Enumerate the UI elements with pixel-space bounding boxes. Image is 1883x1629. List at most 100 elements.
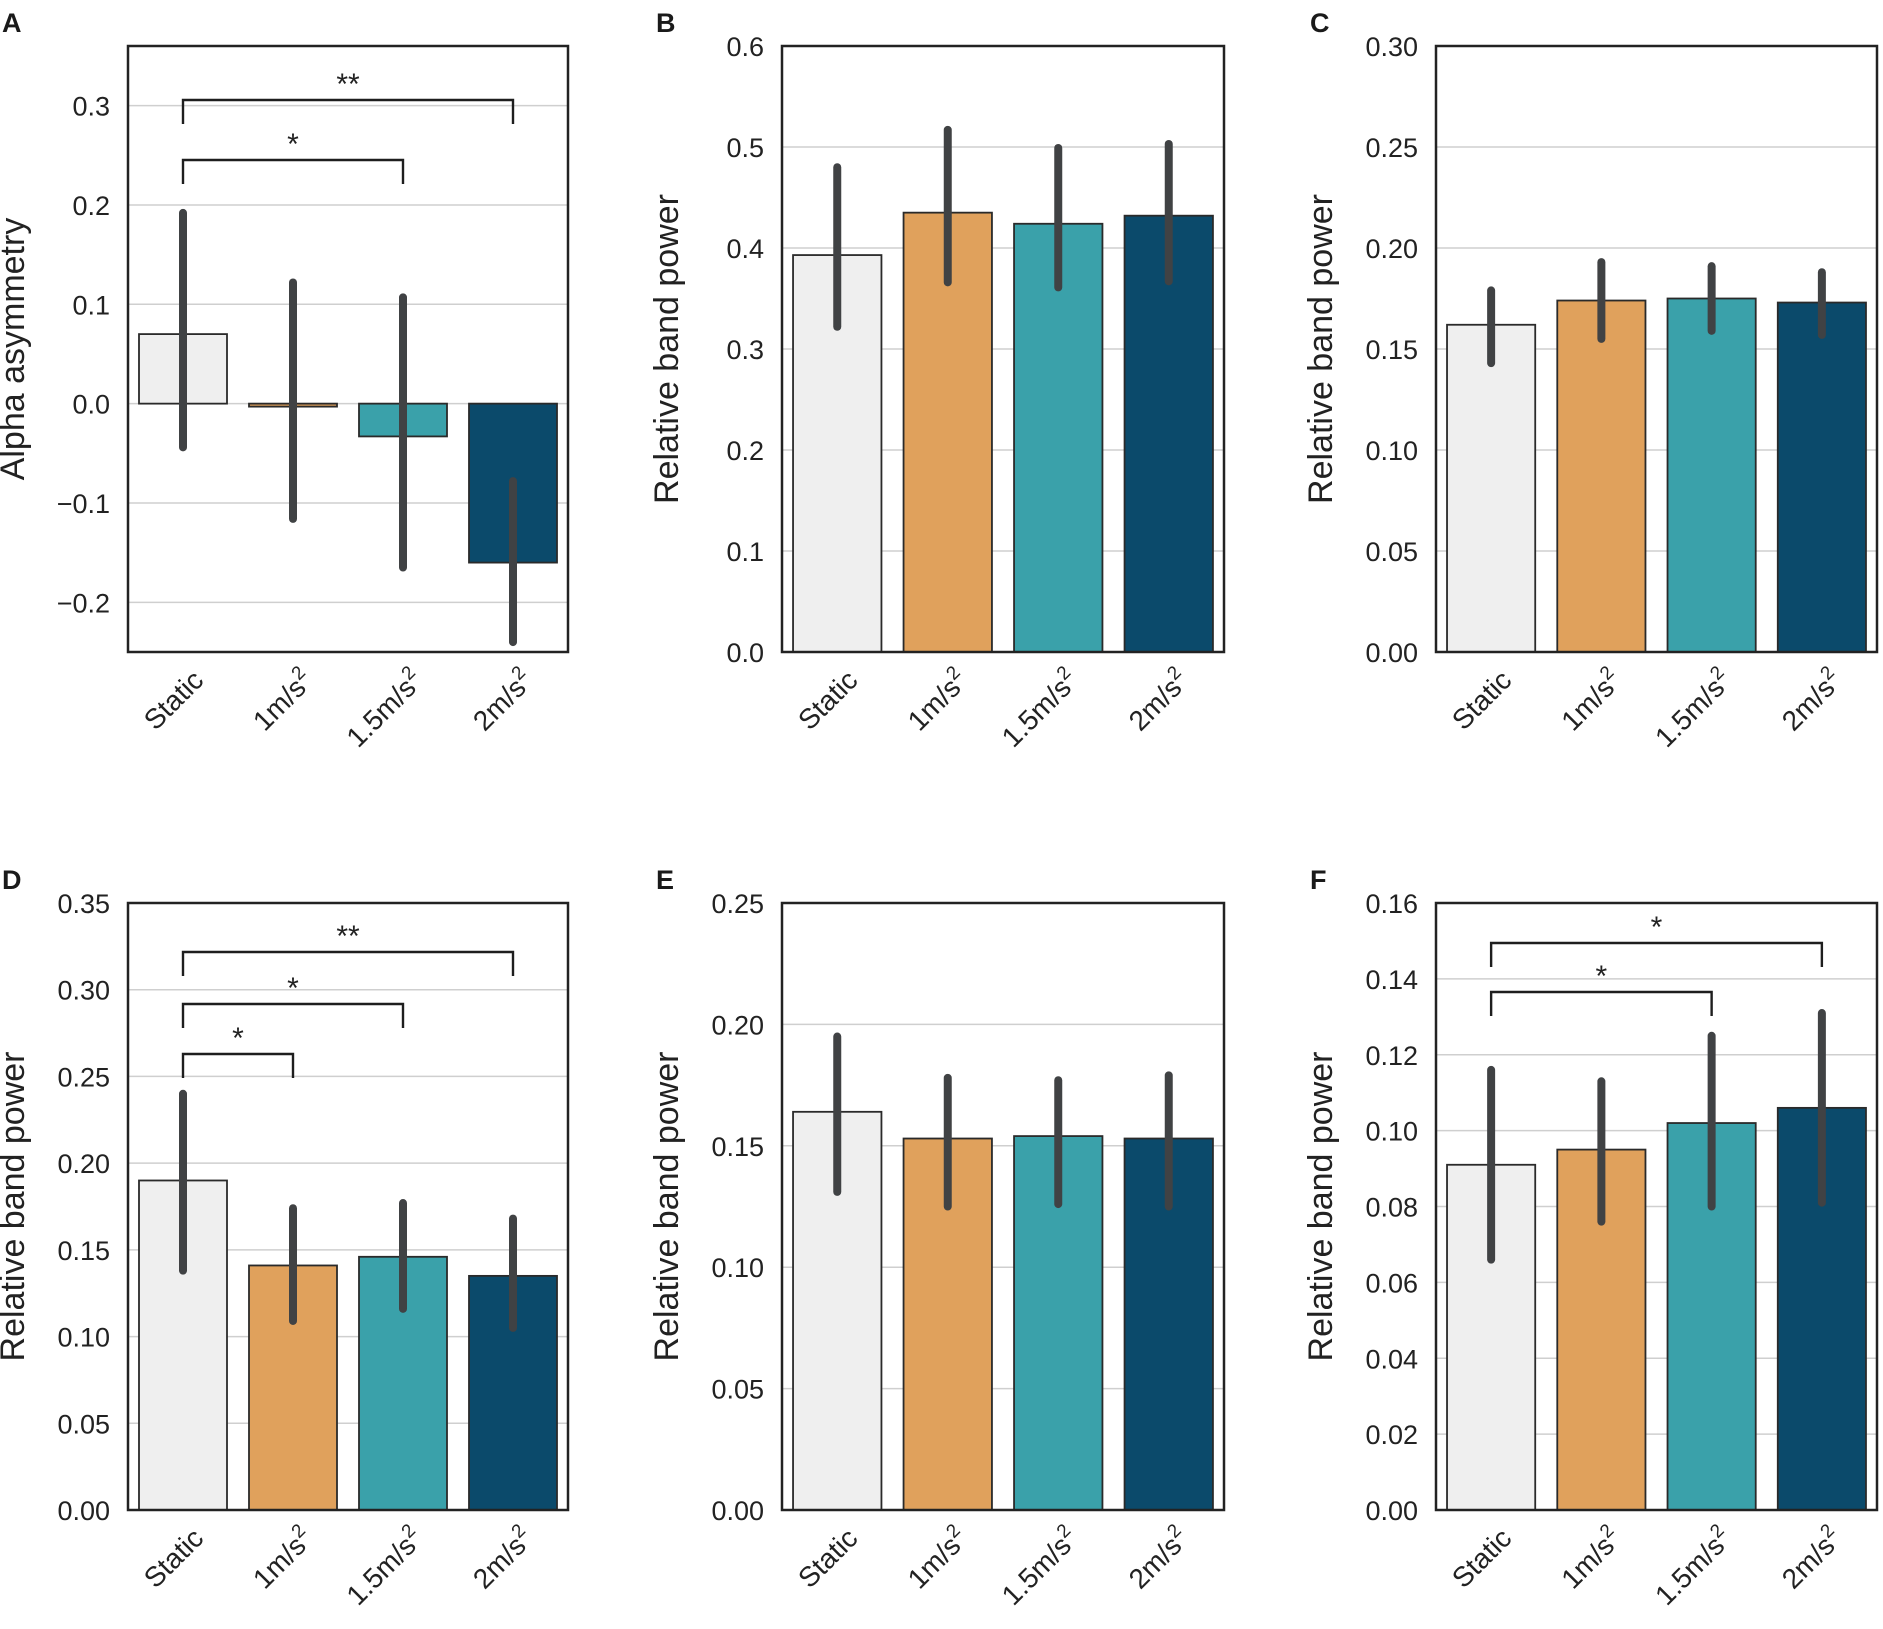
y-tick-label: 0.15: [711, 1132, 764, 1162]
y-tick-label: 0.0: [726, 638, 764, 668]
x-tick-label: 1.5m/s2: [338, 662, 429, 753]
bar-b-2: [1013, 222, 1104, 653]
x-tick-label: 2m/s2: [1774, 662, 1848, 736]
y-tick-label: 0.20: [1365, 234, 1418, 264]
significance-label: **: [336, 68, 360, 101]
y-tick-label: 0.10: [1365, 1117, 1418, 1147]
bar-c-2: [1666, 297, 1757, 653]
y-tick-label: 0.1: [72, 290, 110, 320]
panel-letter: B: [656, 8, 676, 38]
y-axis-label: Relative band power: [1302, 194, 1340, 504]
significance-label: *: [287, 972, 299, 1005]
panel-letter: E: [656, 865, 674, 895]
x-tick-label: 2m/s2: [1121, 662, 1195, 736]
panel-letter: F: [1310, 865, 1327, 895]
panel-b: 0.0 0.1 0.2 0.3 0.4 0.5 0.6 Relative band power…: [648, 8, 1226, 753]
y-tick-label: 0.25: [711, 889, 764, 919]
y-tick-label: 0.10: [57, 1323, 110, 1353]
y-axis-label: Alpha asymmetry: [0, 218, 32, 481]
y-tick-label: 0.6: [726, 32, 764, 62]
y-tick-label: 0.25: [1365, 133, 1418, 163]
y-tick-label: 0.05: [57, 1409, 110, 1439]
plot-frame: [780, 44, 1226, 654]
bar-c-1: [1556, 299, 1647, 653]
x-tick-label: 1.5m/s2: [1647, 1520, 1738, 1611]
bar-b-3: [1123, 214, 1214, 653]
y-tick-label: 0.10: [1365, 436, 1418, 466]
significance-bracket: [181, 1002, 405, 1028]
y-tick-label: 0.10: [711, 1253, 764, 1283]
x-tick-label: 1m/s2: [900, 662, 974, 736]
panel-letter: C: [1310, 8, 1330, 38]
bar-c-0: [1446, 323, 1537, 653]
y-tick-label: 0.4: [726, 234, 764, 264]
significance-label: *: [1651, 911, 1663, 944]
x-tick-label: Static: [792, 664, 863, 735]
x-tick-label: 1m/s2: [245, 1520, 319, 1594]
significance-label: *: [287, 128, 299, 161]
plot-frame: [126, 44, 570, 654]
x-tick-label: 2m/s2: [1774, 1520, 1848, 1594]
panel-letter: A: [2, 8, 22, 38]
y-axis-label: Relative band power: [648, 1052, 686, 1362]
plot-frame: [780, 901, 1226, 1512]
x-tick-label: 1m/s2: [900, 1520, 974, 1594]
panel-letter: D: [2, 865, 22, 895]
y-tick-label: 0.08: [1365, 1193, 1418, 1223]
y-tick-label: 0.00: [711, 1496, 764, 1526]
x-tick-label: 1.5m/s2: [1647, 662, 1738, 753]
y-tick-label: 0.05: [1365, 537, 1418, 567]
y-tick-label: 0.1: [726, 537, 764, 567]
y-tick-label: 0.06: [1365, 1268, 1418, 1298]
y-tick-label: 0.0: [72, 390, 110, 420]
y-tick-label: 0.04: [1365, 1344, 1418, 1374]
panel-c: 0.00 0.05 0.10 0.15 0.20 0.25 0.30 Relative ban…: [1302, 8, 1879, 753]
y-tick-label: 0.35: [57, 889, 110, 919]
x-tick-label: 2m/s2: [465, 1520, 539, 1594]
y-tick-label: 0.00: [57, 1496, 110, 1526]
y-tick-label: 0.25: [57, 1062, 110, 1092]
y-tick-label: 0.3: [726, 335, 764, 365]
bar-c-3: [1776, 301, 1867, 653]
y-tick-label: 0.14: [1365, 965, 1418, 995]
y-tick-label: 0.2: [72, 191, 110, 221]
y-tick-label: 0.5: [726, 133, 764, 163]
significance-bracket: [1489, 990, 1713, 1016]
x-tick-label: Static: [1446, 1522, 1517, 1593]
x-tick-label: 1m/s2: [1553, 662, 1627, 736]
significance-label: **: [336, 920, 360, 953]
plot-frame: [1434, 44, 1879, 654]
y-tick-label: −0.1: [57, 489, 110, 519]
y-tick-label: 0.15: [1365, 335, 1418, 365]
y-axis-label: Relative band power: [0, 1052, 32, 1362]
x-tick-label: Static: [792, 1522, 863, 1593]
panel-f: 0.00 0.02 0.04 0.06 0.08 0.10 0.12 0.14 0.16 Rela…: [1302, 865, 1879, 1611]
x-tick-label: 2m/s2: [465, 662, 539, 736]
y-tick-label: 0.02: [1365, 1420, 1418, 1450]
y-axis-label: Relative band power: [1302, 1052, 1340, 1362]
x-tick-label: 1.5m/s2: [994, 1520, 1085, 1611]
y-tick-label: 0.20: [57, 1149, 110, 1179]
y-tick-label: 0.16: [1365, 889, 1418, 919]
y-tick-label: 0.30: [57, 976, 110, 1006]
x-tick-label: Static: [1446, 664, 1517, 735]
significance-label: *: [1596, 960, 1608, 993]
panel-d: 0.00 0.05 0.10 0.15 0.20 0.25 0.30 0.35 Relative…: [0, 865, 570, 1611]
x-tick-label: 1m/s2: [1553, 1520, 1627, 1594]
y-tick-label: 0.30: [1365, 32, 1418, 62]
y-tick-label: 0.2: [726, 436, 764, 466]
x-tick-label: 2m/s2: [1121, 1520, 1195, 1594]
y-tick-label: 0.00: [1365, 638, 1418, 668]
plot-frame: [1434, 901, 1879, 1512]
y-tick-label: 0.05: [711, 1375, 764, 1405]
y-tick-label: 0.20: [711, 1010, 764, 1040]
y-tick-label: 0.00: [1365, 1496, 1418, 1526]
y-axis-label: Relative band power: [648, 194, 686, 504]
y-tick-label: 0.12: [1365, 1041, 1418, 1071]
panel-a: −0.2 −0.1 0.0 0.1 0.2 0.3 Alpha asymmetry A Stat…: [0, 8, 570, 753]
panel-e: 0.00 0.05 0.10 0.15 0.20 0.25 Relative band po…: [648, 865, 1226, 1611]
x-tick-label: 1.5m/s2: [338, 1520, 429, 1611]
significance-bracket: [1489, 941, 1824, 967]
x-tick-label: 1m/s2: [245, 662, 319, 736]
